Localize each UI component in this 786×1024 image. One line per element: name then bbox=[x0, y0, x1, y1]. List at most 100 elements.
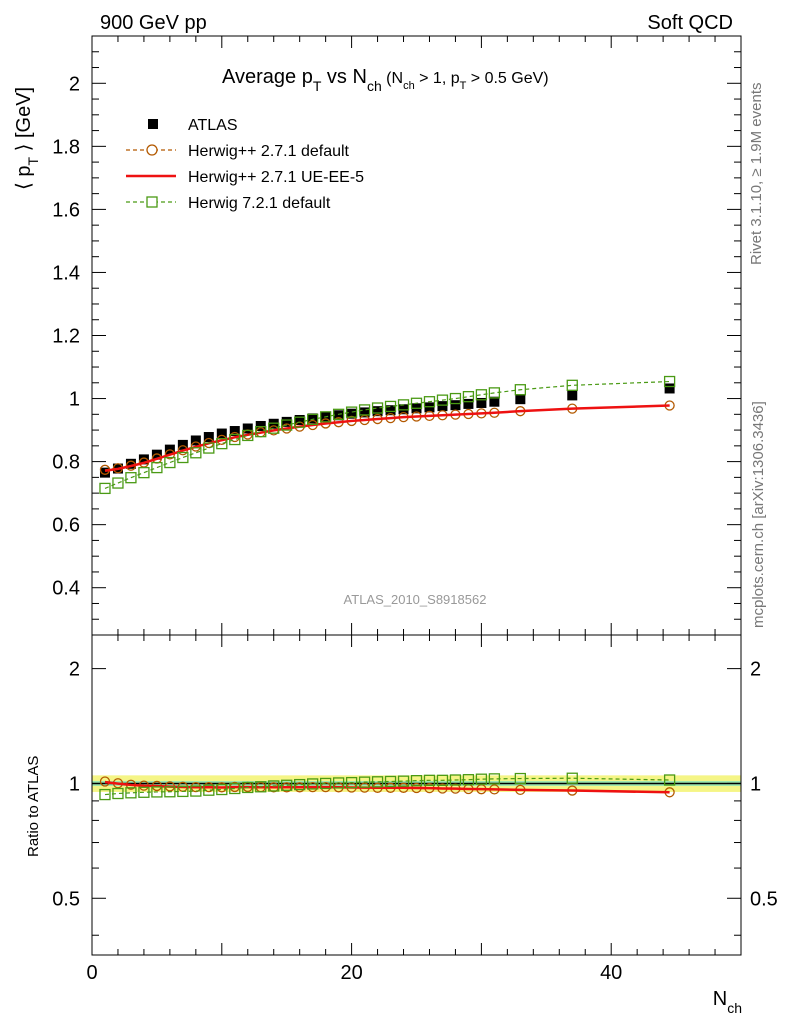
y-tick-label: 1.6 bbox=[52, 199, 80, 221]
y-tick-label: 1 bbox=[69, 389, 80, 411]
data-point-herwig-7-2-1-default bbox=[475, 389, 488, 401]
data-point-herwig-7-2-1-default bbox=[514, 772, 526, 785]
data-point-herwig-7-2-1-default bbox=[397, 399, 410, 411]
y-tick-label: 0.6 bbox=[52, 515, 80, 537]
data-point-herwig-7-2-1-default bbox=[164, 786, 176, 798]
data-point-atlas bbox=[346, 408, 357, 419]
data-point-atlas bbox=[489, 396, 500, 407]
data-point-herwig-7-2-1-default bbox=[138, 786, 150, 798]
data-point-herwig-7-2-1-default bbox=[164, 456, 176, 469]
data-point-atlas bbox=[307, 413, 318, 424]
ratio-y-tick-label: 1 bbox=[69, 773, 80, 795]
data-point-herwig-7-2-1-default bbox=[345, 776, 358, 789]
data-point-herwig-7-2-1-default bbox=[294, 778, 306, 791]
data-point-herwig-7-2-1-default bbox=[125, 472, 137, 484]
ratio-y-tick-label: 0.5 bbox=[52, 888, 80, 910]
data-point-atlas bbox=[229, 426, 240, 437]
x-tick-label: 40 bbox=[600, 962, 622, 984]
series-line-herwig-7-2-1-default bbox=[104, 380, 670, 489]
data-point-atlas bbox=[437, 401, 448, 412]
series-line-herwig-2-7-1-ue-ee-5 bbox=[104, 404, 670, 472]
data-point-herwig-7-2-1-default bbox=[229, 433, 241, 446]
data-point-herwig-7-2-1-default bbox=[268, 780, 280, 792]
y-tick-label: 1.2 bbox=[52, 326, 80, 348]
data-point-herwig-7-2-1-default bbox=[229, 782, 241, 795]
legend-marker-atlas bbox=[148, 119, 158, 129]
main-y-axis-label: ⟨ pT ⟩ [GeV] bbox=[13, 87, 41, 190]
data-point-herwig-7-2-1-default bbox=[488, 387, 501, 399]
data-point-atlas bbox=[476, 397, 487, 408]
data-point-herwig-7-2-1-default bbox=[436, 774, 449, 786]
data-point-herwig-7-2-1-default bbox=[371, 776, 384, 788]
series-line-herwig-7-2-1-default bbox=[104, 777, 670, 796]
data-point-herwig-7-2-1-default bbox=[423, 396, 436, 408]
data-point-herwig-7-2-1-default bbox=[449, 392, 462, 405]
legend-marker-herwig-7-2-1-default bbox=[146, 196, 158, 208]
data-point-herwig-7-2-1-default bbox=[397, 775, 410, 787]
data-point-herwig-7-2-1-default bbox=[112, 787, 124, 800]
data-point-herwig-7-2-1-default bbox=[294, 416, 306, 428]
data-point-herwig-7-2-1-default bbox=[462, 391, 475, 403]
data-point-herwig-7-2-1-default bbox=[566, 772, 578, 784]
data-point-herwig-7-2-1-default bbox=[307, 413, 319, 426]
data-point-atlas bbox=[255, 420, 266, 431]
x-tick-label: 20 bbox=[340, 962, 362, 984]
data-point-herwig-7-2-1-default bbox=[255, 781, 267, 793]
data-point-atlas bbox=[242, 423, 253, 434]
data-point-herwig-7-2-1-default bbox=[216, 437, 228, 450]
data-point-atlas bbox=[372, 406, 383, 417]
x-axis-label: Nch bbox=[713, 988, 742, 1016]
ratio-y-tick-label-right: 2 bbox=[750, 659, 761, 681]
data-point-herwig-7-2-1-default bbox=[138, 466, 150, 479]
y-tick-label: 1.8 bbox=[52, 136, 80, 158]
data-point-herwig-7-2-1-default bbox=[151, 461, 163, 474]
legend-marker-herwig-2-7-1-default bbox=[146, 144, 158, 156]
data-point-herwig-7-2-1-default bbox=[125, 787, 137, 799]
data-point-herwig-7-2-1-default bbox=[99, 788, 111, 801]
data-point-atlas bbox=[385, 405, 396, 416]
data-point-herwig-7-2-1-default bbox=[268, 422, 280, 434]
data-point-atlas bbox=[177, 439, 188, 450]
data-point-herwig-7-2-1-default bbox=[99, 482, 111, 495]
header-right-label: Soft QCD bbox=[647, 12, 733, 34]
data-point-herwig-7-2-1-default bbox=[203, 784, 215, 796]
data-point-herwig-7-2-1-default bbox=[307, 778, 319, 790]
data-point-herwig-7-2-1-default bbox=[332, 777, 345, 789]
y-tick-label: 2 bbox=[69, 73, 80, 95]
data-point-herwig-7-2-1-default bbox=[177, 451, 189, 464]
title-part-average: Average p bbox=[222, 66, 313, 88]
data-point-herwig-7-2-1-default bbox=[242, 781, 254, 794]
chart-title: Average pT vs Nch (Nch > 1, pT > 0.5 GeV… bbox=[222, 66, 549, 94]
data-point-herwig-7-2-1-default bbox=[371, 402, 384, 414]
data-point-herwig-7-2-1-default bbox=[358, 776, 371, 788]
data-point-atlas bbox=[138, 454, 149, 465]
data-point-atlas bbox=[450, 400, 461, 411]
data-point-herwig-7-2-1-default bbox=[151, 786, 163, 798]
data-point-atlas bbox=[190, 435, 201, 446]
data-point-herwig-7-2-1-default bbox=[345, 406, 358, 418]
data-point-herwig-7-2-1-default bbox=[190, 785, 202, 797]
data-point-herwig-7-2-1-default bbox=[462, 774, 475, 786]
data-point-herwig-7-2-1-default bbox=[358, 404, 371, 416]
data-point-herwig-7-2-1-default bbox=[177, 785, 189, 798]
data-point-herwig-7-2-1-default bbox=[319, 411, 332, 423]
data-point-atlas bbox=[463, 398, 474, 409]
data-point-herwig-7-2-1-default bbox=[216, 783, 228, 796]
data-point-atlas bbox=[359, 407, 370, 418]
data-point-atlas bbox=[203, 432, 214, 443]
data-point-herwig-7-2-1-default bbox=[436, 394, 449, 406]
data-point-atlas bbox=[664, 383, 675, 394]
data-point-herwig-7-2-1-default bbox=[566, 379, 578, 391]
data-point-herwig-7-2-1-default bbox=[423, 774, 436, 786]
mcplots-label: mcplots.cern.ch [arXiv:1306.3436] bbox=[750, 401, 767, 628]
ratio-y-tick-label: 2 bbox=[69, 659, 80, 681]
ratio-plot-frame bbox=[91, 634, 742, 956]
data-point-herwig-7-2-1-default bbox=[112, 477, 124, 489]
ratio-y-tick-label-right: 1 bbox=[750, 773, 761, 795]
rivet-version-label: Rivet 3.1.10, ≥ 1.9M events bbox=[748, 83, 765, 266]
data-point-herwig-7-2-1-default bbox=[203, 442, 215, 454]
data-point-herwig-7-2-1-default bbox=[475, 773, 488, 785]
legend-label-herwig-7-2-1-default: Herwig 7.2.1 default bbox=[188, 195, 331, 212]
data-point-atlas bbox=[216, 428, 227, 439]
